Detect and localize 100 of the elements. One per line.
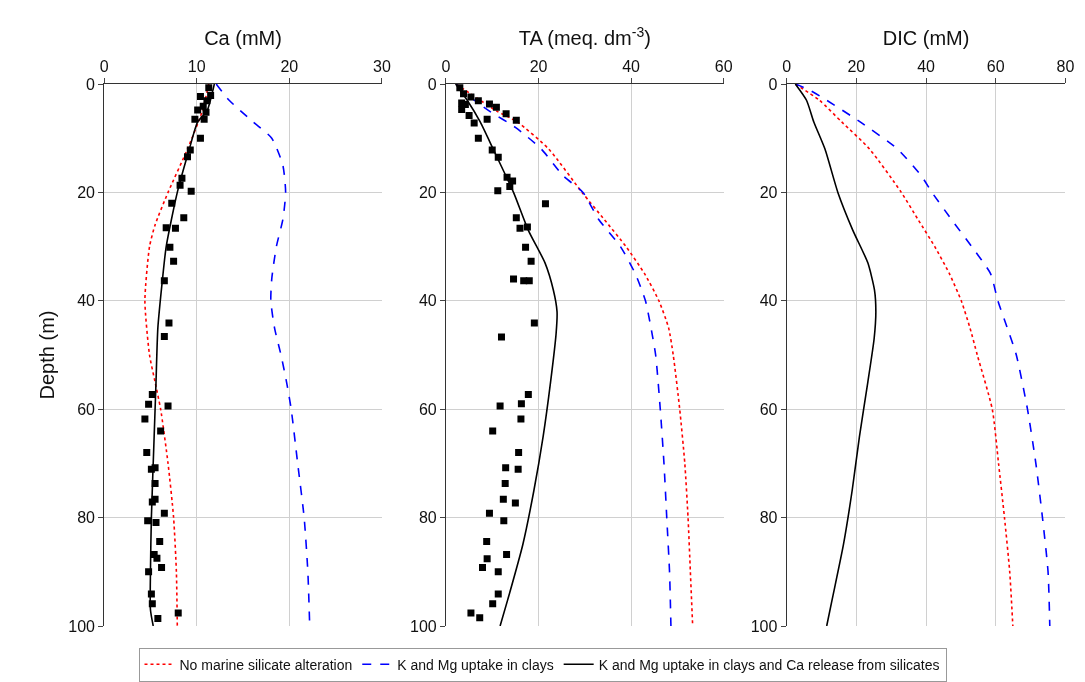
y-tick-label: 60 (418, 400, 437, 418)
point (151, 464, 159, 472)
point (489, 600, 497, 608)
point (514, 465, 522, 473)
point (541, 200, 549, 208)
point (145, 400, 153, 408)
point (156, 537, 164, 545)
y-tick-label: 20 (77, 184, 96, 201)
point (511, 499, 519, 507)
point (186, 146, 194, 154)
point (474, 97, 482, 105)
x-axis-title: DIC (mM) (882, 27, 970, 50)
point (516, 224, 524, 232)
point (164, 402, 172, 410)
point (148, 600, 156, 608)
y-tick-label: 60 (759, 400, 778, 418)
y-axis-title: Depth (m) (35, 310, 58, 400)
point (523, 223, 531, 231)
y-tick-label: 20 (759, 184, 778, 201)
x-tick-label: 60 (714, 57, 733, 75)
point (488, 146, 496, 154)
point (483, 537, 491, 545)
x-tick-label: 80 (1056, 57, 1075, 75)
point (499, 495, 507, 503)
point (515, 449, 523, 457)
y-tick-label: 100 (68, 617, 96, 635)
point (517, 400, 525, 408)
point (168, 199, 176, 207)
point (502, 464, 510, 472)
point (157, 427, 165, 435)
point (506, 182, 514, 190)
point (171, 224, 179, 232)
point (196, 92, 204, 100)
y-tick-label: 40 (759, 292, 778, 310)
point (187, 187, 195, 195)
point (465, 111, 473, 119)
point (202, 108, 210, 116)
point (512, 116, 520, 124)
x-tick-label: 40 (622, 57, 641, 75)
point (143, 449, 151, 457)
point (510, 275, 518, 283)
point (479, 563, 486, 571)
y-tick-label: 100 (750, 617, 778, 635)
point (485, 509, 493, 517)
point (502, 110, 510, 118)
point (203, 97, 211, 105)
line-series (794, 84, 877, 626)
point (494, 568, 502, 576)
point (196, 134, 204, 142)
point (153, 554, 161, 562)
point (460, 90, 468, 98)
point (503, 550, 511, 558)
point (474, 134, 482, 142)
x-tick-label: 10 (187, 57, 206, 75)
point (205, 84, 213, 92)
point (180, 214, 188, 222)
point (170, 257, 178, 265)
y-tick-label: 40 (77, 292, 96, 310)
point (476, 614, 484, 622)
legend-label: K and Mg uptake in clays (397, 656, 554, 673)
point (151, 479, 159, 487)
y-tick-label: 80 (759, 509, 778, 527)
line-series (454, 84, 558, 626)
y-tick-label: 0 (768, 75, 778, 93)
point (494, 153, 502, 161)
point (527, 257, 535, 265)
point (530, 319, 538, 327)
x-tick-label: 20 (529, 57, 548, 75)
x-tick-label: 30 (373, 57, 391, 75)
x-axis-title: Ca (mM) (204, 27, 282, 50)
point (160, 277, 168, 285)
point (162, 224, 170, 232)
point (470, 119, 478, 127)
point (489, 427, 497, 435)
point (165, 319, 173, 327)
y-tick-label: 40 (418, 292, 437, 310)
point (166, 243, 174, 251)
point (483, 115, 491, 123)
point (500, 517, 508, 525)
point (494, 590, 502, 598)
point (494, 187, 502, 195)
legend-label: K and Mg uptake in clays and Ca release from silicates (598, 656, 940, 673)
x-tick-label: 0 (441, 57, 451, 75)
y-tick-label: 0 (427, 75, 437, 93)
point (174, 609, 182, 617)
point (512, 214, 520, 222)
x-axis-title: TA (meq. dm$^{-3}$) (518, 23, 651, 50)
point (483, 555, 491, 563)
y-tick-label: 80 (77, 509, 96, 527)
point (524, 391, 532, 399)
point (492, 103, 500, 111)
point (147, 590, 155, 598)
point (183, 153, 191, 161)
point (191, 115, 199, 123)
point (148, 391, 156, 399)
point (178, 174, 186, 182)
y-tick-label: 0 (86, 75, 96, 93)
point (467, 609, 475, 617)
point (496, 402, 504, 410)
point (522, 243, 530, 251)
